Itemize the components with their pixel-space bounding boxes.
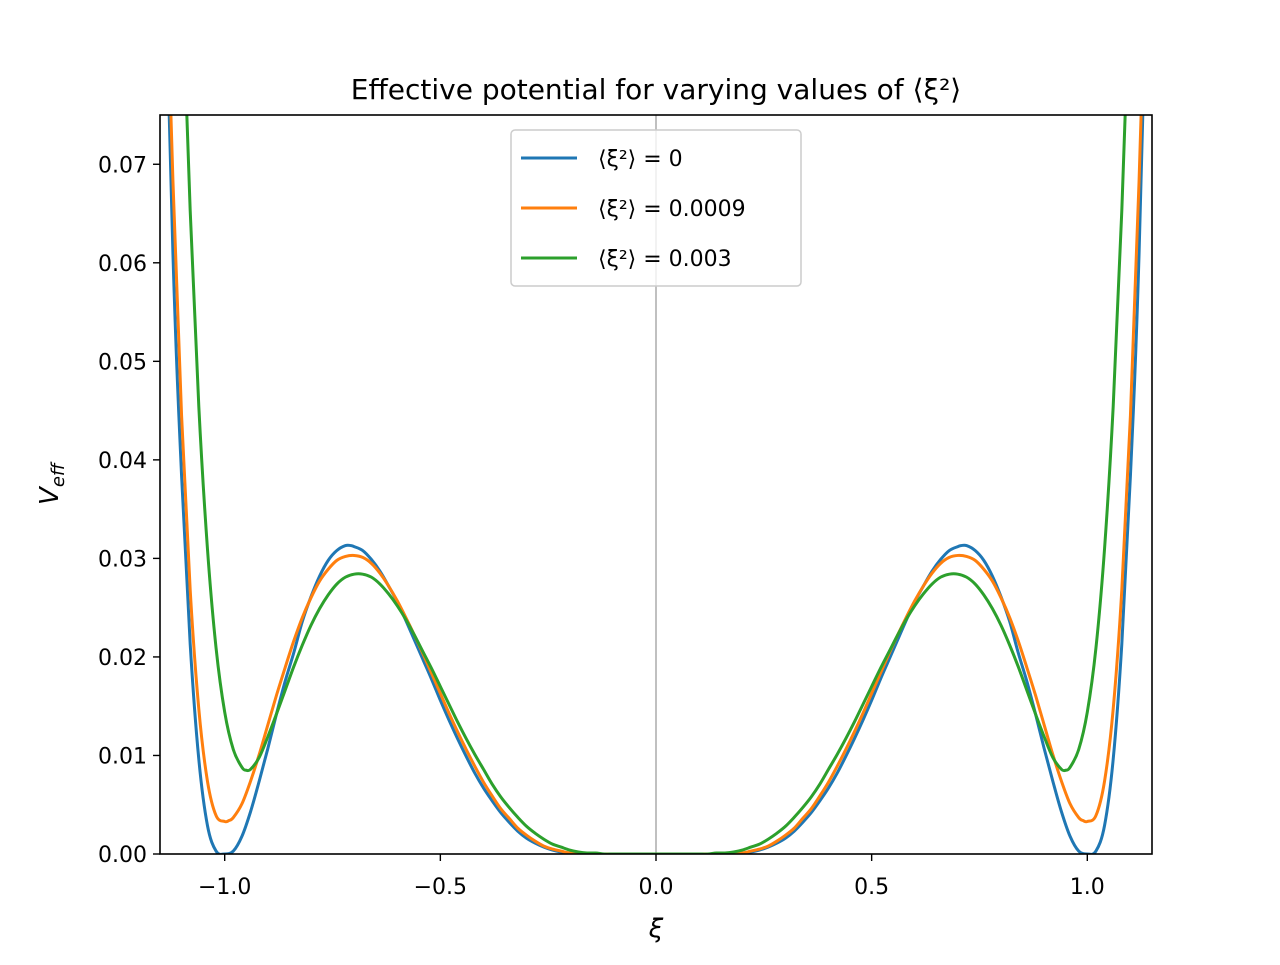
y-tick-label: 0.02 bbox=[98, 646, 147, 671]
chart-title: Effective potential for varying values o… bbox=[351, 73, 961, 106]
x-axis-label: ξ bbox=[648, 914, 664, 944]
x-tick-label: −0.5 bbox=[414, 875, 467, 900]
series-line-3 bbox=[185, 115, 1127, 854]
legend-box bbox=[510, 129, 802, 287]
legend-label-1: ⟨ξ²⟩ = 0 bbox=[598, 147, 683, 172]
y-tick-label: 0.06 bbox=[98, 252, 147, 277]
series-line-2 bbox=[169, 115, 1143, 854]
series-layer bbox=[167, 115, 1145, 854]
legend: ⟨ξ²⟩ = 0 ⟨ξ²⟩ = 0.0009 ⟨ξ²⟩ = 0.003 bbox=[510, 129, 802, 287]
x-tick-label: −1.0 bbox=[198, 875, 251, 900]
y-tick-label: 0.04 bbox=[98, 449, 147, 474]
y-tick-label: 0.03 bbox=[98, 547, 147, 572]
y-tick-label: 0.07 bbox=[98, 153, 147, 178]
x-axis: −1.0 −0.5 0.0 0.5 1.0 bbox=[198, 854, 1105, 900]
legend-label-3: ⟨ξ²⟩ = 0.003 bbox=[598, 247, 732, 272]
legend-label-2: ⟨ξ²⟩ = 0.0009 bbox=[598, 197, 746, 222]
x-tick-label: 0.0 bbox=[639, 875, 674, 900]
y-axis-label: Veff bbox=[35, 461, 69, 505]
y-axis: 0.00 0.01 0.02 0.03 0.04 0.05 0.06 0.07 bbox=[98, 153, 160, 868]
y-tick-label: 0.00 bbox=[98, 843, 147, 868]
y-axis-label-sub: eff bbox=[48, 461, 69, 487]
y-tick-label: 0.01 bbox=[98, 744, 147, 769]
y-tick-label: 0.05 bbox=[98, 350, 147, 375]
x-tick-label: 1.0 bbox=[1070, 875, 1105, 900]
y-axis-label-main: V bbox=[35, 485, 65, 505]
x-tick-label: 0.5 bbox=[854, 875, 889, 900]
